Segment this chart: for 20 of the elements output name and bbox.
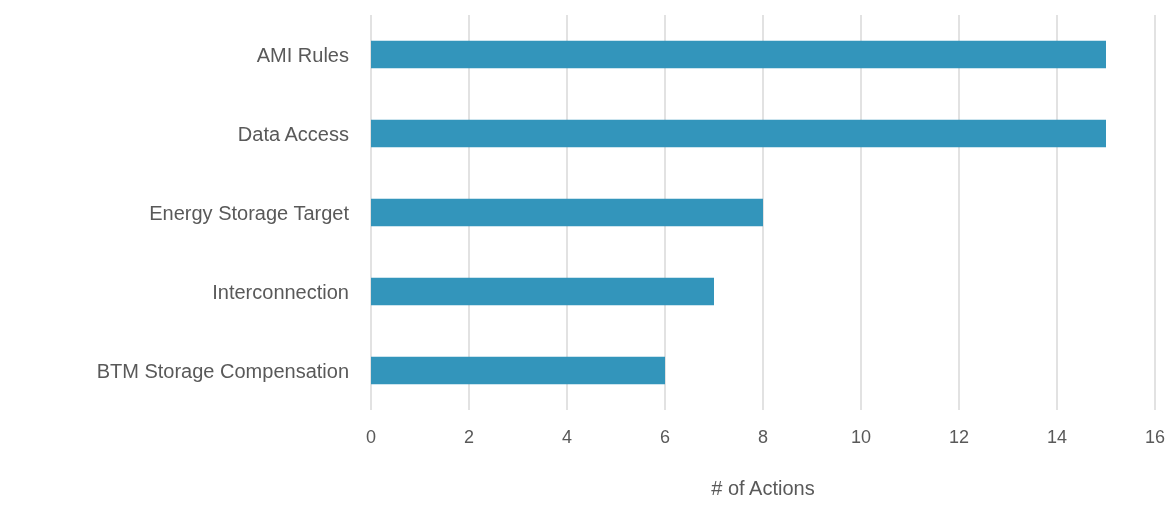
- x-tick-label: 4: [561, 427, 573, 447]
- bar: [371, 277, 714, 306]
- x-axis-title: # of Actions: [711, 477, 815, 499]
- bar: [371, 40, 1106, 69]
- y-tick-label: Data Access: [237, 122, 349, 145]
- x-tick-label: 16: [1144, 427, 1166, 447]
- x-tick-label: 14: [1046, 427, 1068, 447]
- x-tick-label: 6: [659, 427, 671, 447]
- bar: [371, 198, 763, 227]
- bar: [371, 119, 1106, 148]
- x-tick-label: 12: [948, 427, 970, 447]
- x-tick-label: 0: [365, 427, 377, 447]
- bar: [371, 356, 665, 385]
- y-tick-label: BTM Storage Compensation: [96, 359, 349, 382]
- x-tick-label: 8: [757, 427, 769, 447]
- x-tick-label: 2: [463, 427, 475, 447]
- y-tick-label: Interconnection: [212, 280, 349, 303]
- x-tick-label: 10: [850, 427, 872, 447]
- y-tick-label: Energy Storage Target: [149, 201, 350, 224]
- y-tick-label: AMI Rules: [256, 43, 349, 66]
